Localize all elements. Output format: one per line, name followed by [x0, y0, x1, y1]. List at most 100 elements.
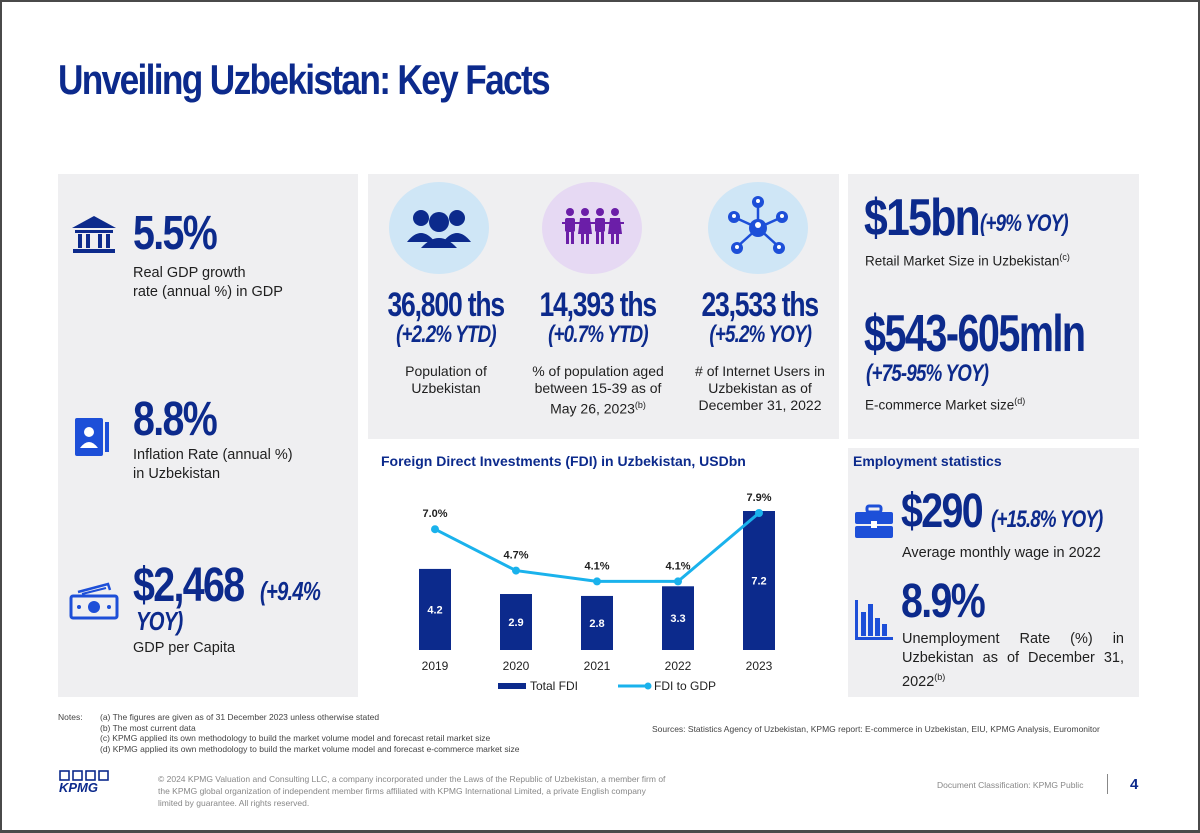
- internet-users-label-3: December 31, 2022: [698, 397, 822, 413]
- population-value: 36,800 ths: [387, 286, 506, 324]
- fdi-bar-label: 7.2: [751, 576, 766, 588]
- ecommerce-market-yoy: (+75-95% YOY): [866, 360, 989, 387]
- fdi-to-gdp-point: [755, 509, 763, 517]
- legend-label-fdi-to-gdp: FDI to GDP: [654, 679, 716, 693]
- x-tick-label: 2023: [746, 659, 773, 673]
- people-group-icon: [389, 182, 489, 274]
- youth-population-change: (+0.7% YTD): [548, 321, 649, 348]
- gdp-growth-label-1: Real GDP growth: [133, 265, 246, 281]
- wage-yoy: (+15.8% YOY): [991, 506, 1103, 533]
- employment-title: Employment statistics: [853, 453, 1002, 469]
- youth-population-label-1: % of population aged: [532, 363, 664, 379]
- note-item: (d) KPMG applied its own methodology to …: [100, 743, 520, 754]
- wage-value: $290: [901, 485, 984, 538]
- gdp-growth-label-2: rate (annual %) in GDP: [133, 284, 283, 300]
- copyright-line: the KPMG global organization of independ…: [158, 786, 646, 796]
- young-people-icon: [542, 182, 642, 274]
- fdi-to-gdp-point: [431, 525, 439, 534]
- youth-population-label-2: between 15-39 as of: [534, 380, 662, 396]
- briefcase-icon: [853, 504, 895, 540]
- ecommerce-market-value: $543-605mln: [864, 305, 1086, 363]
- bank-icon: [70, 212, 118, 256]
- unemployment-label-3: 2022: [902, 673, 935, 690]
- fdi-chart-panel: Foreign Direct Investments (FDI) in Uzbe…: [368, 448, 839, 697]
- inflation-label-2: in Uzbekistan: [133, 466, 221, 482]
- internet-users-label-1: # of Internet Users in: [695, 363, 825, 379]
- fdi-bar: [581, 595, 613, 650]
- gdp-per-capita-label: GDP per Capita: [133, 640, 236, 656]
- footer-divider: [1107, 774, 1108, 794]
- employment-panel: Employment statistics $290 (+15.8% YOY) …: [848, 448, 1139, 697]
- inflation-value: 8.8%: [133, 393, 218, 446]
- population-stats-panel: 36,800 ths (+2.2% YTD) Population of Uzb…: [368, 174, 839, 439]
- youth-population-label-3: May 26, 2023: [550, 400, 635, 417]
- fdi-to-gdp-point: [674, 577, 682, 586]
- notes-list: (a) The figures are given as of 31 Decem…: [100, 712, 520, 754]
- unemployment-footnote: (b): [934, 672, 946, 682]
- youth-population-stat: 14,393 ths (+0.7% YTD) % of population a…: [523, 286, 673, 418]
- fdi-bar: [743, 511, 775, 650]
- youth-population-footnote: (b): [634, 400, 646, 410]
- gdp-growth-value: 5.5%: [133, 207, 218, 260]
- x-tick-label: 2021: [584, 659, 611, 673]
- ecommerce-market-label: E-commerce Market size: [865, 397, 1015, 413]
- fdi-chart: 4.2 2019 2.9 2020 2.8 2021 3.3 2022 7.2 2023 7.0% 4…: [419, 492, 775, 693]
- contact-card-icon: [74, 416, 112, 460]
- fdi-to-gdp-point: [512, 566, 520, 575]
- retail-market-yoy: (+9% YOY): [980, 210, 1069, 237]
- cash-icon: [68, 582, 120, 620]
- notes-label: Notes:: [58, 712, 83, 722]
- fdi-bar-label: 2.8: [589, 618, 604, 630]
- copyright-text: © 2024 KPMG Valuation and Consulting LLC…: [158, 773, 728, 809]
- retail-market-value: $15bn: [864, 189, 981, 247]
- ecommerce-market-footnote: (d): [1014, 396, 1026, 406]
- retail-market-footnote: (c): [1059, 252, 1070, 262]
- unemployment-value: 8.9%: [901, 575, 986, 628]
- svg-text:KPMG: KPMG: [59, 780, 98, 794]
- note-item: (c) KPMG applied its own methodology to …: [100, 733, 491, 743]
- fdi-to-gdp-label: 7.0%: [422, 508, 447, 520]
- fdi-to-gdp-label: 4.1%: [584, 560, 609, 572]
- legend-label-total-fdi: Total FDI: [530, 679, 578, 693]
- kpmg-logo: KPMG: [58, 770, 112, 795]
- internet-users-value: 23,533 ths: [701, 286, 820, 324]
- gdp-per-capita-yoy-1: (+9.4%: [260, 576, 321, 606]
- unemployment-label-2: Uzbekistan as of December 31,: [902, 650, 1124, 666]
- retail-market-label: Retail Market Size in Uzbekistan: [865, 253, 1060, 269]
- sources-text: Sources: Statistics Agency of Uzbekistan…: [652, 724, 1100, 734]
- fdi-bar-label: 4.2: [427, 604, 442, 616]
- fdi-to-gdp-label: 7.9%: [746, 492, 771, 504]
- fdi-to-gdp-point: [593, 577, 601, 586]
- fdi-bar-label: 2.9: [508, 617, 523, 629]
- legend-swatch-total-fdi: [498, 683, 526, 689]
- fdi-bar: [419, 568, 451, 650]
- fdi-to-gdp-label: 4.1%: [665, 560, 690, 572]
- x-tick-label: 2022: [665, 659, 692, 673]
- page-number: 4: [1130, 776, 1139, 793]
- internet-users-stat: 23,533 ths (+5.2% YOY) # of Internet Use…: [685, 286, 835, 414]
- inflation-label-1: Inflation Rate (annual %): [133, 447, 293, 463]
- fdi-bar-label: 3.3: [670, 613, 685, 625]
- x-tick-label: 2019: [422, 659, 449, 673]
- fdi-bar: [500, 594, 532, 650]
- gdp-per-capita-yoy-2: YOY): [136, 606, 183, 636]
- macro-indicators-panel: 5.5% Real GDP growth rate (annual %) in …: [58, 174, 358, 697]
- fdi-chart-title: Foreign Direct Investments (FDI) in Uzbe…: [381, 453, 746, 469]
- internet-users-change: (+5.2% YOY): [709, 321, 812, 348]
- copyright-line: limited by guarantee. All rights reserve…: [158, 798, 310, 808]
- fdi-to-gdp-label: 4.7%: [503, 550, 528, 562]
- population-label-1: Population of: [405, 363, 487, 379]
- network-users-icon: [708, 182, 808, 274]
- bar-chart-icon: [853, 598, 895, 642]
- fdi-bar: [662, 586, 694, 650]
- wage-label: Average monthly wage in 2022: [902, 545, 1101, 561]
- note-item: (a) The figures are given as of 31 Decem…: [100, 712, 380, 722]
- population-stat: 36,800 ths (+2.2% YTD) Population of Uzb…: [371, 286, 521, 397]
- note-item: (b) The most current data: [100, 722, 196, 733]
- internet-users-label-2: Uzbekistan as of: [708, 380, 812, 396]
- population-label-2: Uzbekistan: [411, 380, 481, 396]
- youth-population-value: 14,393 ths: [539, 286, 658, 324]
- x-tick-label: 2020: [503, 659, 530, 673]
- classification-text: Document Classification: KPMG Public: [937, 780, 1084, 790]
